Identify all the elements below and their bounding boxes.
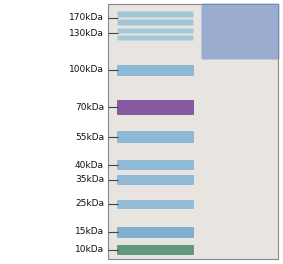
FancyBboxPatch shape: [117, 20, 194, 26]
FancyBboxPatch shape: [117, 100, 194, 115]
Bar: [108, 4, 278, 259]
Text: 100kDa: 100kDa: [69, 65, 104, 74]
Text: 15kDa: 15kDa: [75, 228, 104, 237]
FancyBboxPatch shape: [117, 227, 194, 238]
FancyBboxPatch shape: [117, 200, 194, 209]
FancyBboxPatch shape: [117, 175, 194, 185]
FancyBboxPatch shape: [117, 29, 194, 34]
FancyBboxPatch shape: [117, 131, 194, 143]
Text: 35kDa: 35kDa: [75, 176, 104, 185]
FancyBboxPatch shape: [201, 3, 280, 59]
Text: 55kDa: 55kDa: [75, 133, 104, 142]
FancyBboxPatch shape: [117, 65, 194, 76]
FancyBboxPatch shape: [117, 35, 194, 40]
FancyBboxPatch shape: [117, 245, 194, 255]
Text: 170kDa: 170kDa: [69, 13, 104, 22]
Text: 70kDa: 70kDa: [75, 102, 104, 111]
FancyBboxPatch shape: [117, 12, 194, 17]
FancyBboxPatch shape: [117, 160, 194, 170]
Text: 10kDa: 10kDa: [75, 246, 104, 254]
Text: 130kDa: 130kDa: [69, 29, 104, 37]
Text: 40kDa: 40kDa: [75, 161, 104, 169]
Text: 25kDa: 25kDa: [75, 200, 104, 209]
